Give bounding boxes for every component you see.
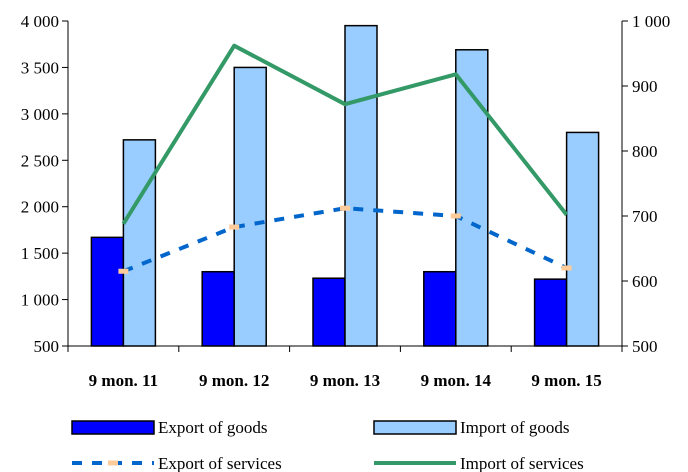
left-tick-label: 1 000 <box>21 291 59 310</box>
left-tick-label: 4 000 <box>21 12 59 31</box>
point-export-services <box>229 224 240 230</box>
bar-import-goods <box>122 139 157 347</box>
category-label: 9 mon. 15 <box>531 371 601 390</box>
point-export-services <box>450 213 461 219</box>
left-tick-label: 2 000 <box>21 198 59 217</box>
bar-import-goods <box>565 131 600 347</box>
left-axis: 500 1 000 1 500 2 000 2 500 3 000 3 500 4 000 <box>21 12 623 356</box>
legend-swatch <box>373 420 457 435</box>
point-export-services <box>118 268 129 274</box>
category-label: 9 mon. 12 <box>199 371 269 390</box>
legend-label: Export of services <box>158 454 282 472</box>
bar-import-goods <box>455 49 489 347</box>
category-label: 9 mon. 13 <box>310 371 380 390</box>
legend-swatch <box>71 420 155 435</box>
point-export-services <box>340 205 350 211</box>
legend-marker <box>108 460 118 466</box>
category-labels: 9 mon. 11 9 mon. 12 9 mon. 13 9 mon. 14 9 mo… <box>89 371 602 390</box>
left-tick-label: 3 000 <box>21 105 59 124</box>
bar-export-goods <box>90 236 125 347</box>
bar-import-goods <box>344 24 378 347</box>
left-tick-label: 1 500 <box>21 244 59 263</box>
left-tick-label: 3 500 <box>21 58 59 77</box>
bar-import-goods <box>233 66 267 347</box>
legend-label: Import of services <box>460 454 584 472</box>
bar-export-goods <box>201 270 235 347</box>
right-tick-label: 700 <box>632 207 658 226</box>
right-tick-label: 900 <box>632 77 658 96</box>
left-tick-label: 500 <box>34 337 60 356</box>
bar-export-goods <box>533 278 568 347</box>
bar-series <box>90 24 600 347</box>
right-tick-label: 800 <box>632 142 658 161</box>
left-tick-label: 2 500 <box>21 151 59 170</box>
legend-label: Import of goods <box>460 418 570 437</box>
line-import-services <box>121 43 569 225</box>
legend: Export of goods Import of goods Export of … <box>71 418 584 472</box>
right-axis: 500 600 700 800 900 1 000 <box>621 12 670 356</box>
right-tick-label: 1 000 <box>632 12 670 31</box>
right-tick-label: 500 <box>632 337 658 356</box>
point-export-services <box>561 265 572 271</box>
line-export-services <box>122 206 568 274</box>
legend-label: Export of goods <box>158 418 268 437</box>
right-tick-label: 600 <box>632 272 658 291</box>
line-series <box>118 43 572 274</box>
category-label: 9 mon. 14 <box>421 371 492 390</box>
category-label: 9 mon. 11 <box>89 371 158 390</box>
bar-export-goods <box>423 270 457 347</box>
bar-export-goods <box>312 277 346 347</box>
